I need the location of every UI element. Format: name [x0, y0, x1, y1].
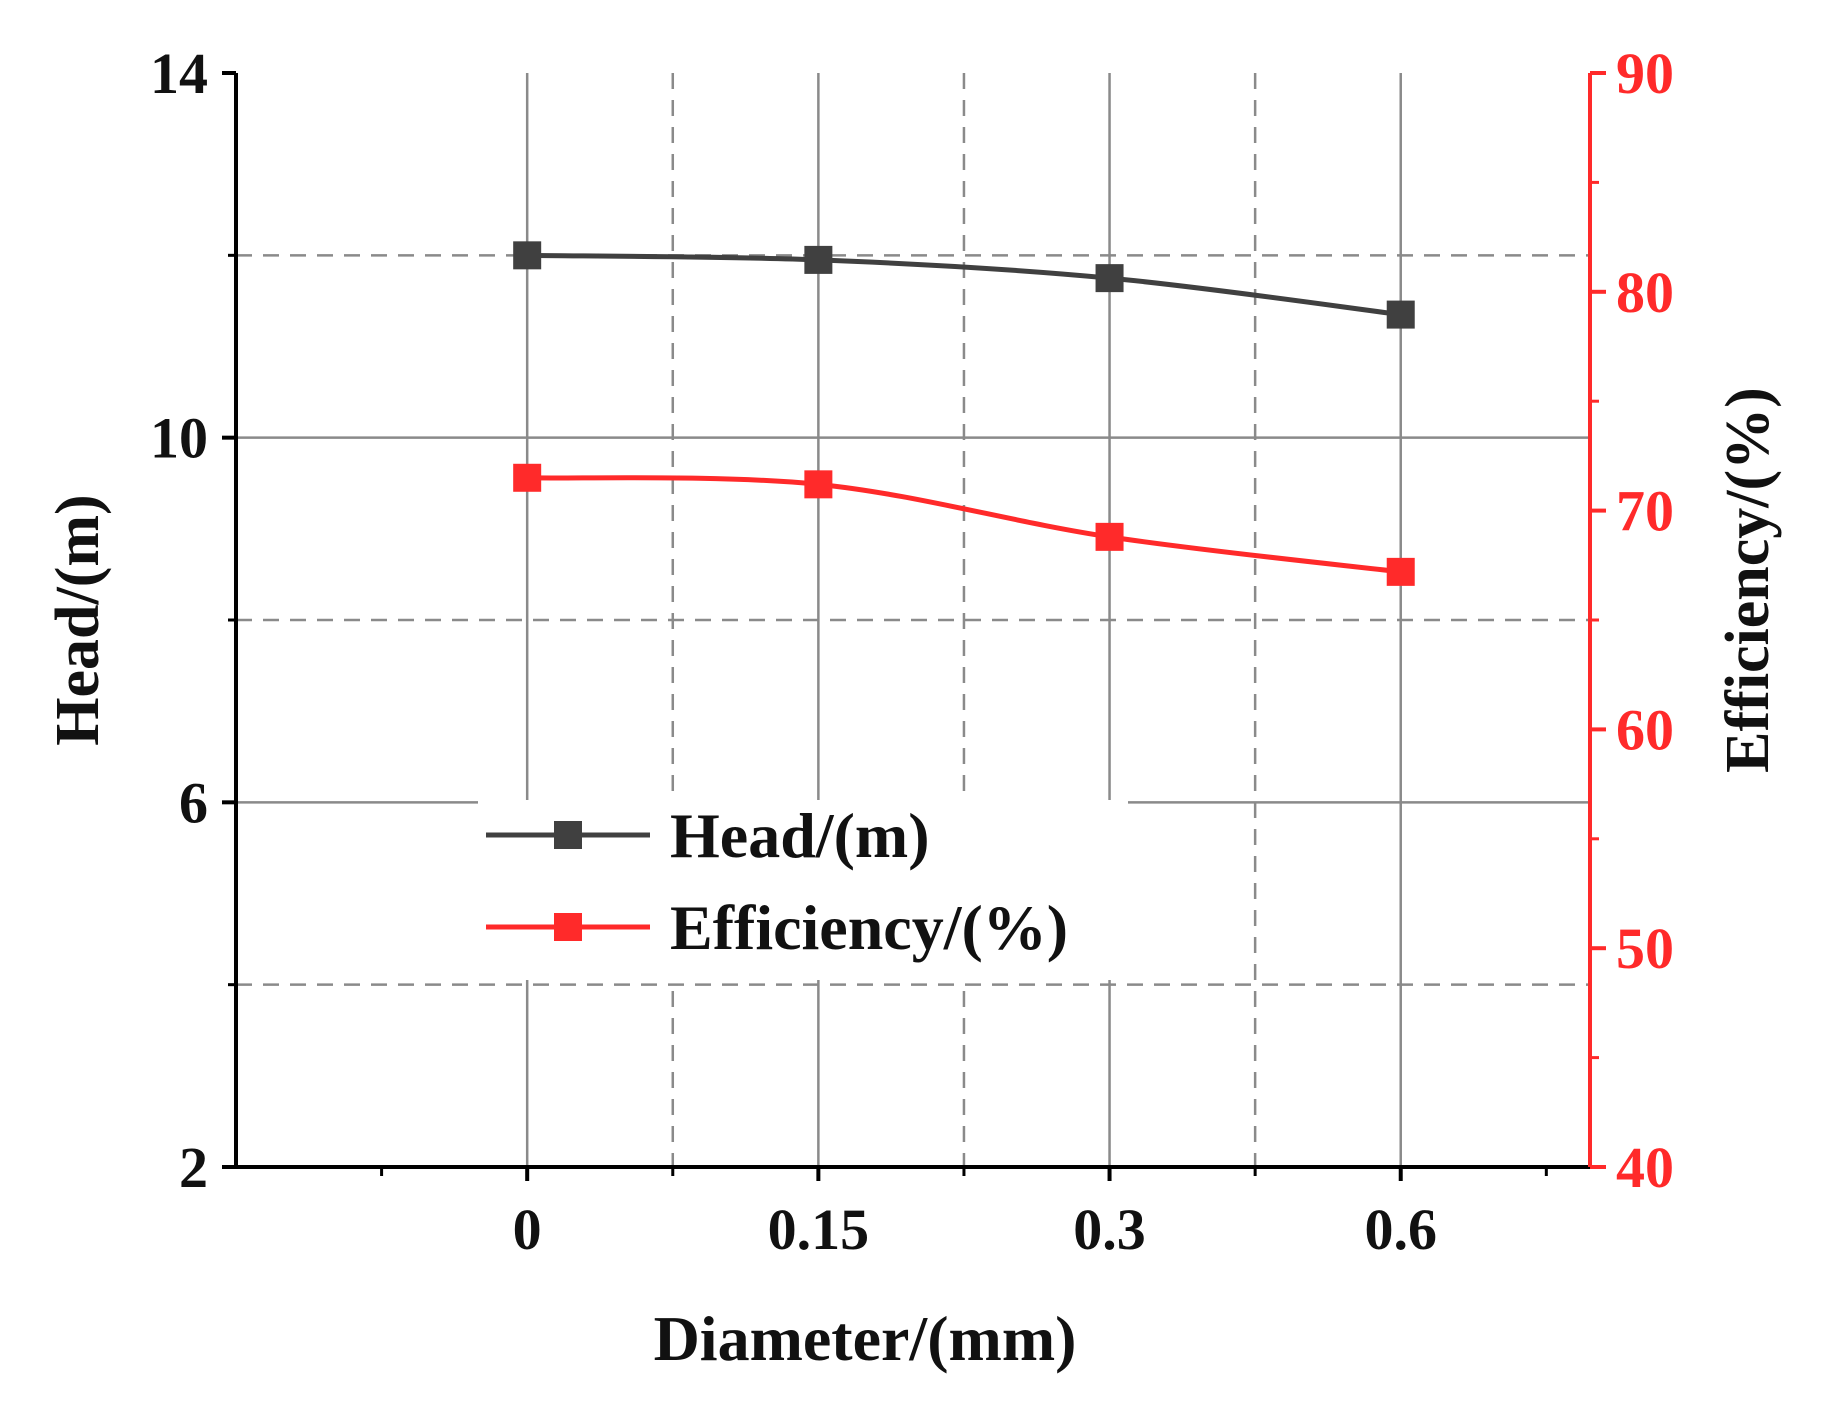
legend-label: Head/(m)	[670, 800, 930, 871]
series-point-head	[513, 241, 542, 270]
legend: Head/(m) Efficiency/(%)	[478, 800, 1128, 980]
series-point-efficiency	[513, 463, 542, 492]
x-tick-label: 0	[513, 1197, 542, 1262]
y-axis-right-title: Efficiency/(%)	[1714, 387, 1782, 773]
x-axis-title: Diameter/(mm)	[654, 1303, 1077, 1374]
series-point-efficiency	[1095, 522, 1124, 551]
series-point-head	[1095, 264, 1124, 293]
x-tick-label: 0.6	[1364, 1197, 1437, 1262]
y-left-tick-label: 2	[179, 1135, 208, 1200]
y-right-tick-label: 80	[1616, 260, 1674, 325]
y-right-tick-label: 50	[1616, 916, 1674, 981]
legend-marker	[554, 913, 582, 941]
axes: 2 6 10 14 40 50 60 70 80 90 0 0.15 0.3 0.6	[150, 41, 1674, 1262]
series-point-efficiency	[804, 470, 833, 499]
series-line-efficiency	[527, 475, 1402, 575]
series-point-efficiency	[1386, 557, 1415, 586]
y-left-tick-label: 14	[150, 41, 208, 106]
series-line-head	[527, 252, 1402, 318]
y-right-tick-label: 40	[1616, 1135, 1674, 1200]
y-right-tick-label: 60	[1616, 697, 1674, 762]
y-left-tick-label: 10	[150, 406, 208, 471]
y-right-tick-label: 70	[1616, 479, 1674, 544]
grid	[236, 73, 1590, 1167]
legend-background	[478, 800, 1128, 980]
legend-label: Efficiency/(%)	[670, 892, 1068, 963]
legend-marker	[554, 821, 582, 849]
series-point-head	[1386, 300, 1415, 329]
series-point-head	[804, 245, 833, 274]
y-right-tick-label: 90	[1616, 41, 1674, 106]
x-tick-label: 0.15	[768, 1197, 870, 1262]
series-group	[513, 241, 1415, 586]
y-axis-left-title: Head/(m)	[44, 494, 112, 745]
y-left-tick-label: 6	[179, 770, 208, 835]
x-tick-label: 0.3	[1073, 1197, 1146, 1262]
